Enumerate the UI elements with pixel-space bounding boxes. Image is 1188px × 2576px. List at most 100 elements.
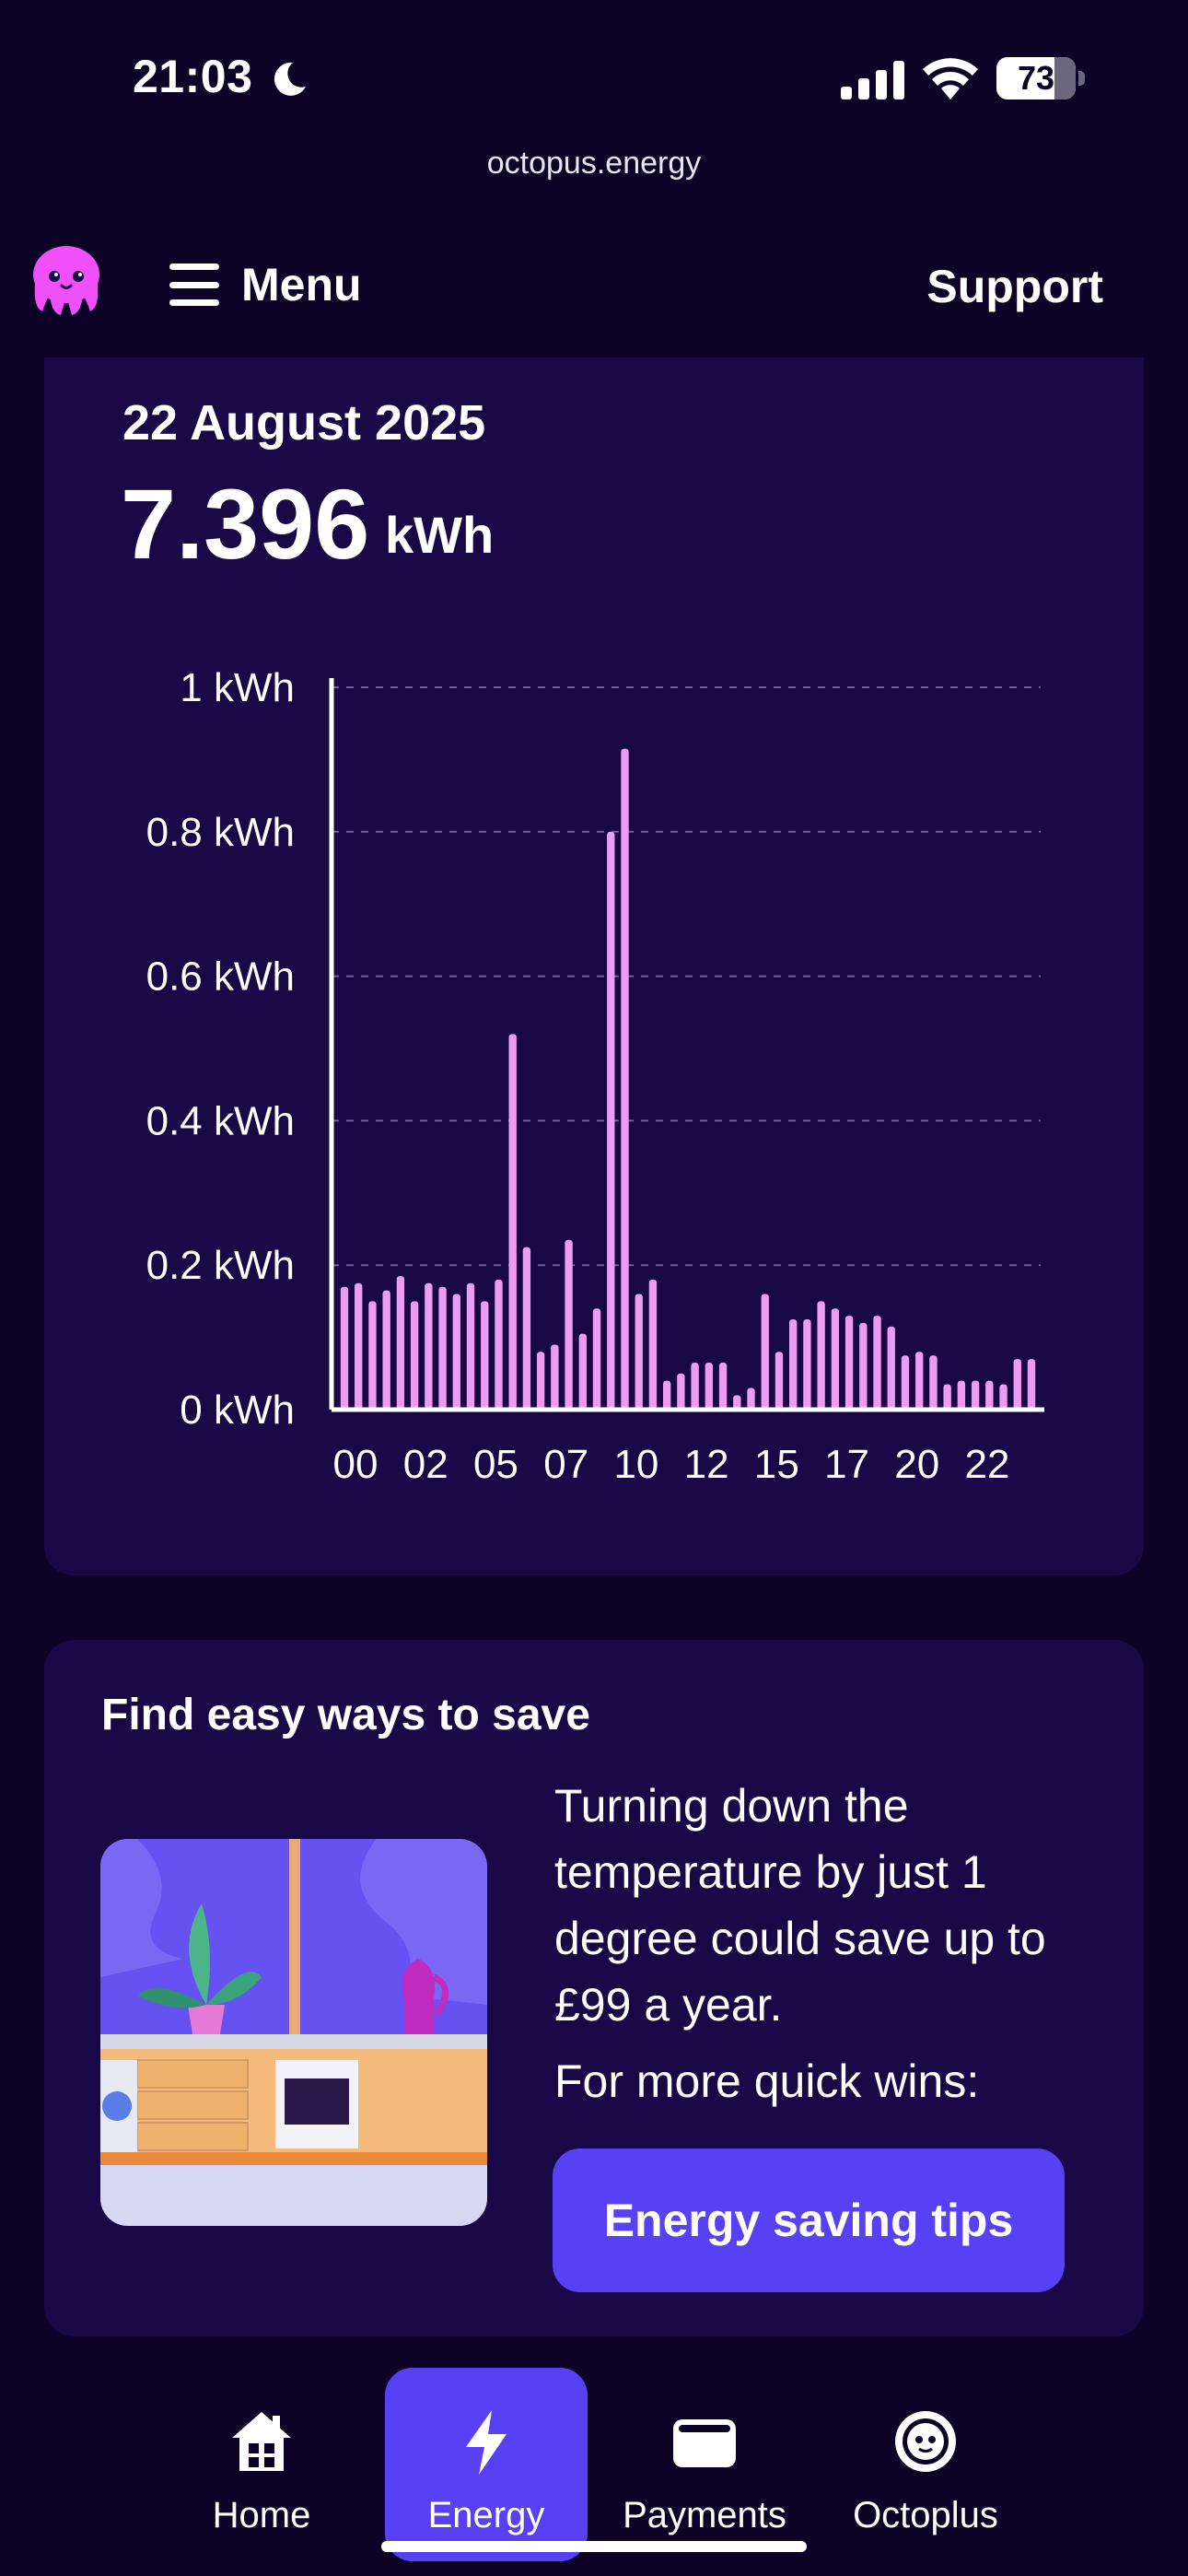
url-bar[interactable]: octopus.energy: [486, 146, 702, 181]
tab-payments[interactable]: Payments: [603, 2368, 806, 2561]
chart-bar: [607, 831, 615, 1410]
chart-bar: [691, 1363, 699, 1410]
x-tick-label: 22: [965, 1442, 1010, 1487]
chart-bar: [1013, 1359, 1021, 1410]
chart-bar: [340, 1286, 349, 1410]
chart-bar: [887, 1326, 895, 1410]
tab-octoplus[interactable]: Octoplus: [824, 2368, 1027, 2561]
lightning-icon: [466, 2410, 507, 2475]
chart-bar: [859, 1322, 868, 1410]
chart-bar: [438, 1286, 447, 1410]
chart-bar: [915, 1352, 924, 1410]
menu-label: Menu: [241, 259, 362, 310]
y-tick-label: 1 kWh: [180, 665, 295, 710]
chart-bar: [522, 1247, 531, 1410]
x-tick-label: 12: [684, 1442, 729, 1487]
chart-bar: [410, 1301, 419, 1410]
chart-bar: [592, 1308, 601, 1410]
battery-level: 73: [1017, 59, 1055, 97]
x-tick-label: 00: [333, 1442, 379, 1487]
chart-bar: [466, 1282, 475, 1410]
menu-button[interactable]: Menu: [169, 254, 362, 315]
tab-home-label: Home: [212, 2495, 311, 2535]
chart-bar: [382, 1290, 390, 1410]
usage-unit: kWh: [385, 506, 495, 564]
chart-bar: [985, 1380, 994, 1410]
chart-bar: [508, 1034, 517, 1410]
status-bar: 21:03 73 octopus.energy: [0, 0, 1188, 181]
energy-saving-tips-button[interactable]: Energy saving tips: [553, 2149, 1065, 2292]
chart-bar: [452, 1294, 460, 1410]
chart-bar: [901, 1355, 910, 1410]
battery-body: 73: [996, 57, 1076, 100]
usage-chart: 1 kWh 0.8 kWh 0.6 kWh 0.4 kWh 0.2 kWh 0 kWh 00…: [146, 665, 1044, 1487]
moon-icon: [274, 62, 306, 96]
usage-total: 7.396: [121, 468, 370, 580]
chart-bar: [943, 1384, 951, 1410]
battery-empty: [1054, 57, 1076, 100]
octopus-logo-icon[interactable]: [28, 243, 105, 321]
chart-bar: [396, 1275, 405, 1410]
chart-bar: [648, 1279, 658, 1410]
y-tick-label: 0.8 kWh: [146, 810, 295, 855]
chart-bar: [662, 1380, 671, 1410]
chart-bar: [817, 1301, 825, 1410]
tab-energy[interactable]: Energy: [385, 2368, 588, 2561]
chart-bar: [999, 1384, 1007, 1410]
chart-bar: [621, 748, 629, 1410]
chart-bar: [957, 1380, 966, 1410]
chart-bar: [565, 1239, 573, 1410]
chart-bar: [747, 1388, 755, 1410]
savings-title: Find easy ways to save: [101, 1691, 590, 1739]
chart-bar: [425, 1282, 433, 1410]
hamburger-icon: [169, 263, 219, 306]
chart-bar: [368, 1301, 377, 1410]
chart-bar: [705, 1363, 714, 1410]
x-tick-label: 20: [894, 1442, 939, 1487]
chart-bar: [733, 1395, 741, 1410]
tab-payments-label: Payments: [623, 2495, 786, 2535]
y-tick-label: 0.4 kWh: [146, 1098, 295, 1143]
y-tick-label: 0.6 kWh: [146, 954, 295, 1000]
tab-energy-label: Energy: [427, 2495, 545, 2535]
x-tick-label: 07: [543, 1442, 588, 1487]
support-link[interactable]: Support: [926, 261, 1103, 312]
tab-home[interactable]: Home: [160, 2368, 363, 2561]
header-nav: Menu Support: [0, 230, 1188, 350]
chart-bar: [355, 1282, 363, 1410]
x-tick-label: 17: [824, 1442, 869, 1487]
chart-bar: [929, 1355, 938, 1410]
home-icon: [232, 2412, 291, 2471]
y-tick-label: 0.2 kWh: [146, 1243, 295, 1288]
chart-bar: [803, 1319, 811, 1410]
chart-bar: [536, 1352, 545, 1410]
savings-card: Find easy ways to save Turning down the: [44, 1640, 1144, 2336]
chart-bar: [844, 1316, 854, 1410]
chart-bar: [775, 1352, 784, 1410]
bottom-tab-bar: Home Energy Payments Octoplus: [0, 2359, 1188, 2576]
x-tick-label: 10: [613, 1442, 658, 1487]
x-tick-label: 02: [403, 1442, 448, 1487]
chart-bar: [495, 1279, 503, 1410]
battery-cap: [1078, 71, 1085, 86]
chart-bar: [971, 1380, 980, 1410]
home-indicator[interactable]: [381, 2541, 807, 2552]
chart-bar: [551, 1344, 559, 1410]
kitchen-illustration: [100, 1839, 487, 2226]
chart-bar: [635, 1294, 643, 1410]
signal-icon: [841, 61, 904, 100]
usage-date: 22 August 2025: [122, 395, 486, 451]
chart-bar: [718, 1363, 728, 1410]
chart-bar: [677, 1373, 685, 1410]
tab-octoplus-label: Octoplus: [853, 2495, 998, 2535]
chart-bar: [1027, 1359, 1036, 1410]
battery-indicator: 73: [996, 57, 1085, 101]
savings-more: For more quick wins:: [554, 2055, 980, 2107]
savings-tip: Turning down the temperature by just 1 d…: [554, 1780, 1046, 2031]
chart-bar: [873, 1316, 881, 1410]
chart-bar: [831, 1308, 840, 1410]
octoplus-coin-icon: [895, 2411, 956, 2472]
usage-card: 22 August 2025 7.396 kWh 1 kWh 0.8 kWh 0.6…: [44, 357, 1144, 1575]
x-tick-label: 15: [754, 1442, 799, 1487]
